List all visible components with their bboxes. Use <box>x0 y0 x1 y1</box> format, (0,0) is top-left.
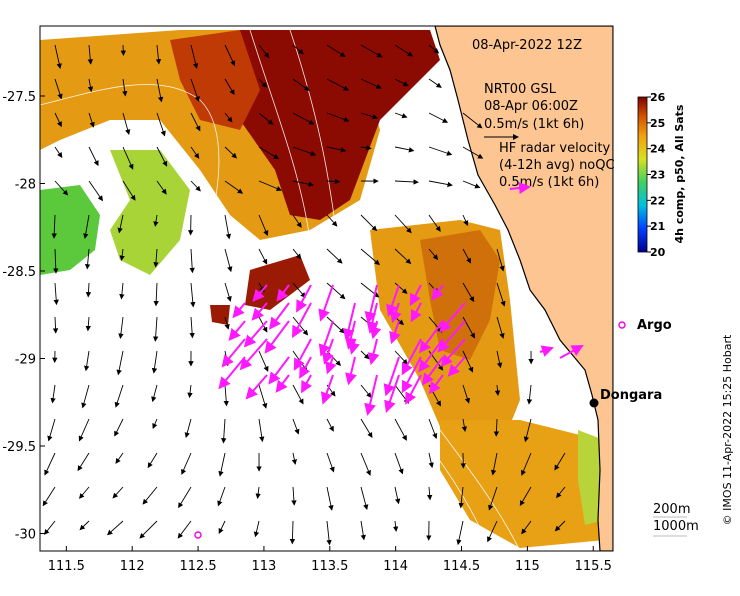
colorbar-tick-label: 25 <box>650 117 665 130</box>
lat-tick-label: -29 <box>15 353 36 368</box>
latitude-axis: -27.5 -28 -28.5 -29 -29.5 -30 <box>2 90 45 543</box>
lat-tick-label: -30 <box>15 528 36 543</box>
gsl-legend-scale: 0.5m/s (1kt 6h) <box>484 117 584 132</box>
dongara-label: Dongara <box>600 388 662 403</box>
isobath-1000-label: 1000m <box>653 519 699 534</box>
longitude-axis: 111.5 112 112.5 113 113.5 114 114.5 115 115.5 <box>48 546 612 574</box>
credit-text: © IMOS 11-Apr-2022 15:25 Hobart <box>721 334 734 525</box>
argo-label: Argo <box>637 318 672 333</box>
argo-marker: Argo <box>619 318 672 333</box>
hf-legend-avg: (4-12h avg) noQC <box>499 158 615 173</box>
argo-float-icon <box>619 322 625 328</box>
gsl-legend-time: 08-Apr 06:00Z <box>484 99 578 114</box>
lat-tick-label: -28 <box>15 178 36 193</box>
lon-tick-label: 114 <box>383 559 408 574</box>
lon-tick-label: 113 <box>252 559 277 574</box>
lon-tick-label: 115.5 <box>575 559 612 574</box>
colorbar: 26 25 24 23 22 21 20 4h comp, p50, All Sats <box>638 91 686 259</box>
colorbar-tick-label: 26 <box>650 91 666 104</box>
isobath-200-label: 200m <box>653 502 690 517</box>
lon-tick-label: 114.5 <box>443 559 480 574</box>
colorbar-tick-label: 23 <box>650 169 665 182</box>
gsl-legend-title: NRT00 GSL <box>484 82 557 97</box>
lat-tick-label: -28.5 <box>2 265 36 280</box>
isobath-legend: 200m 1000m <box>653 502 699 536</box>
lon-tick-label: 113.5 <box>311 559 348 574</box>
lon-tick-label: 112.5 <box>179 559 216 574</box>
town-dot-icon <box>590 399 599 408</box>
colorbar-tick-label: 21 <box>650 220 665 233</box>
colorbar-ticks: 26 25 24 23 22 21 20 <box>647 91 666 259</box>
lat-tick-label: -29.5 <box>2 440 36 455</box>
date-label: 08-Apr-2022 12Z <box>472 38 582 53</box>
hf-legend-title: HF radar velocity <box>499 141 611 156</box>
colorbar-label: 4h comp, p50, All Sats <box>673 104 686 243</box>
colorbar-tick-label: 20 <box>650 246 666 259</box>
sst-hot-speck <box>210 305 230 325</box>
lon-tick-label: 111.5 <box>48 559 85 574</box>
colorbar-tick-label: 24 <box>650 143 666 156</box>
colorbar-gradient <box>638 97 647 252</box>
lon-tick-label: 115 <box>515 559 540 574</box>
colorbar-tick-label: 22 <box>650 194 665 207</box>
lon-tick-label: 112 <box>120 559 145 574</box>
hf-legend: HF radar velocity (4-12h avg) noQC 0.5m/… <box>499 141 615 190</box>
lat-tick-label: -27.5 <box>2 90 36 105</box>
